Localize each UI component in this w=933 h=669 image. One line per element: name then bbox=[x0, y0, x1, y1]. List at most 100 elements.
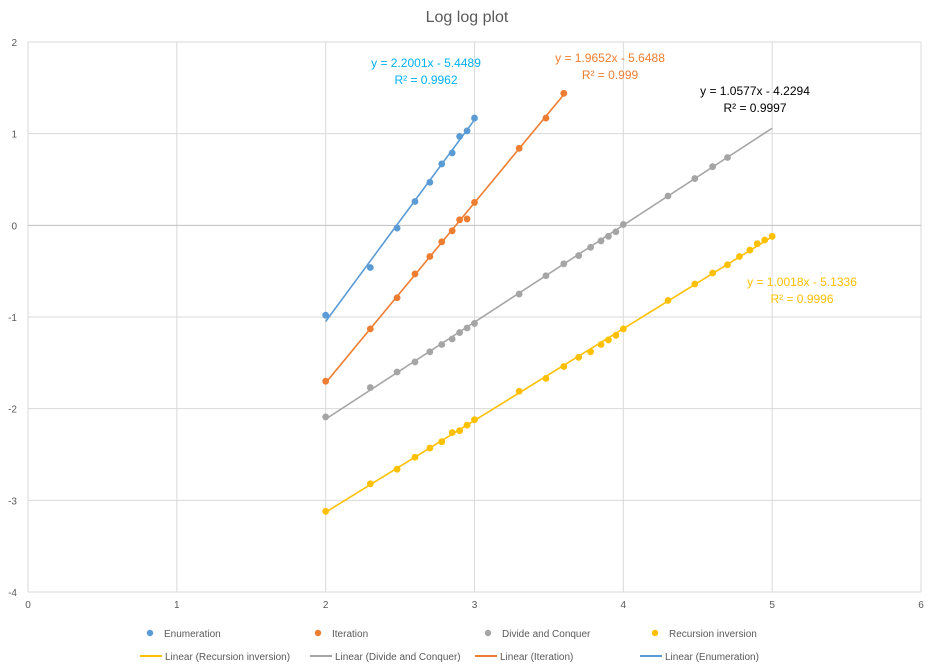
point-recursion-inversion bbox=[597, 341, 605, 348]
point-recursion-inversion bbox=[736, 253, 743, 260]
trendline-equations: y = 2.2001x - 5.4489 R² = 0.9962 y = 1.965… bbox=[371, 51, 857, 306]
point-recursion-inversion bbox=[619, 325, 627, 333]
y-tick-label: -4 bbox=[8, 588, 17, 599]
legend-marker-recursion-inversion bbox=[651, 629, 659, 637]
point-recursion-inversion bbox=[456, 427, 464, 435]
trendline-divide-and-conquer bbox=[325, 127, 773, 420]
point-iteration bbox=[366, 325, 374, 333]
point-iteration bbox=[471, 199, 478, 206]
point-enumeration bbox=[366, 264, 374, 271]
point-recursion-inversion bbox=[393, 465, 401, 473]
point-recursion-inversion bbox=[691, 280, 699, 288]
y-tick-label: -1 bbox=[8, 313, 17, 324]
point-recursion-inversion bbox=[515, 387, 523, 395]
legend-label-linear-iteration: Linear (Iteration) bbox=[500, 652, 573, 663]
point-divide-and-conquer bbox=[463, 324, 471, 332]
point-iteration bbox=[448, 227, 456, 235]
point-iteration bbox=[515, 144, 523, 152]
point-divide-and-conquer bbox=[426, 348, 434, 356]
trendlines bbox=[325, 94, 773, 513]
data-points bbox=[322, 89, 776, 515]
x-tick-label: 1 bbox=[174, 600, 180, 611]
point-divide-and-conquer bbox=[575, 252, 583, 259]
legend: Enumeration Iteration Divide and Conquer Re… bbox=[140, 629, 759, 663]
point-divide-and-conquer bbox=[612, 228, 620, 236]
point-recursion-inversion bbox=[605, 336, 612, 344]
point-enumeration bbox=[438, 160, 446, 168]
point-recursion-inversion bbox=[560, 363, 568, 370]
point-recursion-inversion bbox=[575, 353, 583, 361]
point-recursion-inversion bbox=[724, 261, 731, 269]
point-divide-and-conquer bbox=[664, 192, 672, 200]
point-recursion-inversion bbox=[709, 269, 717, 277]
point-iteration bbox=[542, 114, 550, 122]
point-recursion-inversion bbox=[753, 240, 761, 248]
legend-label-linear-recursion-inversion: Linear (Recursion inversion) bbox=[165, 652, 290, 663]
trendline-equation-divide-and-conquer: y = 1.0577x - 4.2294 bbox=[700, 84, 810, 98]
point-recursion-inversion bbox=[664, 297, 672, 304]
x-tick-label: 2 bbox=[323, 600, 329, 611]
legend-label-linear-divide-and-conquer: Linear (Divide and Conquer) bbox=[335, 652, 461, 663]
legend-marker-enumeration bbox=[146, 629, 154, 637]
point-divide-and-conquer bbox=[411, 358, 419, 366]
point-iteration bbox=[411, 270, 419, 278]
point-iteration bbox=[426, 253, 434, 260]
trendline-iteration bbox=[325, 94, 565, 384]
legend-marker-iteration bbox=[314, 629, 322, 637]
point-divide-and-conquer bbox=[448, 335, 456, 343]
point-divide-and-conquer bbox=[724, 154, 731, 161]
point-enumeration bbox=[322, 311, 330, 319]
point-divide-and-conquer bbox=[542, 272, 550, 280]
point-recursion-inversion bbox=[542, 375, 550, 382]
legend-label-divide-and-conquer: Divide and Conquer bbox=[502, 629, 591, 640]
trendline-r2-iteration: R² = 0.999 bbox=[582, 68, 639, 82]
legend-label-iteration: Iteration bbox=[332, 629, 368, 640]
x-tick-label: 3 bbox=[472, 600, 478, 611]
point-divide-and-conquer bbox=[560, 260, 568, 268]
trendline-r2-enumeration: R² = 0.9962 bbox=[394, 73, 457, 87]
trendline-equation-iteration: y = 1.9652x - 5.6488 bbox=[555, 51, 665, 65]
point-divide-and-conquer bbox=[587, 243, 594, 251]
point-iteration bbox=[438, 238, 446, 246]
point-divide-and-conquer bbox=[438, 341, 446, 348]
point-recursion-inversion bbox=[471, 416, 478, 424]
trendline-r2-divide-and-conquer: R² = 0.9997 bbox=[723, 101, 786, 115]
y-tick-label: -3 bbox=[8, 496, 17, 507]
point-divide-and-conquer bbox=[709, 163, 717, 171]
point-divide-and-conquer bbox=[597, 237, 605, 245]
point-divide-and-conquer bbox=[619, 221, 627, 228]
point-enumeration bbox=[463, 127, 471, 135]
point-recursion-inversion bbox=[426, 444, 434, 452]
point-recursion-inversion bbox=[411, 453, 419, 461]
gridlines bbox=[27, 41, 922, 593]
point-recursion-inversion bbox=[463, 421, 471, 429]
y-tick-label: 0 bbox=[11, 221, 17, 232]
point-recursion-inversion bbox=[448, 429, 456, 436]
point-enumeration bbox=[426, 178, 434, 186]
point-divide-and-conquer bbox=[456, 329, 464, 336]
x-tick-label: 5 bbox=[769, 600, 775, 611]
trendline-equation-recursion-inversion: y = 1.0018x - 5.1336 bbox=[747, 275, 857, 289]
point-recursion-inversion bbox=[746, 246, 754, 254]
trendline-recursion-inversion bbox=[325, 236, 773, 513]
trendline-r2-recursion-inversion: R² = 0.9996 bbox=[770, 292, 833, 306]
x-tick-label: 6 bbox=[918, 600, 924, 611]
point-enumeration bbox=[393, 224, 401, 232]
point-recursion-inversion bbox=[322, 507, 330, 515]
point-iteration bbox=[560, 89, 568, 97]
point-divide-and-conquer bbox=[691, 175, 699, 182]
trendline-equation-enumeration: y = 2.2001x - 5.4489 bbox=[371, 56, 481, 70]
y-tick-label: -2 bbox=[8, 405, 17, 416]
point-iteration bbox=[463, 215, 471, 223]
x-tick-label: 0 bbox=[25, 600, 31, 611]
point-iteration bbox=[456, 216, 464, 224]
point-iteration bbox=[393, 294, 401, 302]
x-tick-label: 4 bbox=[621, 600, 627, 611]
point-enumeration bbox=[456, 133, 464, 140]
legend-label-recursion-inversion: Recursion inversion bbox=[669, 629, 757, 640]
point-divide-and-conquer bbox=[393, 368, 401, 376]
legend-marker-divide-and-conquer bbox=[484, 629, 492, 637]
point-divide-and-conquer bbox=[322, 413, 330, 421]
point-iteration bbox=[322, 377, 330, 385]
